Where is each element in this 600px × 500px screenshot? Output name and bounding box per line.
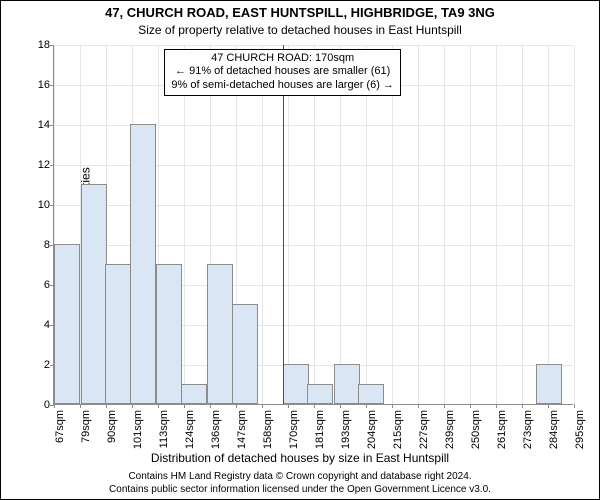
annotation-line: 47 CHURCH ROAD: 170sqm: [171, 52, 394, 66]
histogram-bar: [156, 264, 182, 404]
xtick-label: 284sqm: [548, 410, 560, 449]
xtick-label: 124sqm: [184, 410, 196, 449]
xtick-label: 136sqm: [210, 410, 222, 449]
xtick-mark: [548, 404, 549, 408]
xtick-label: 261sqm: [496, 410, 508, 449]
xtick-mark: [314, 404, 315, 408]
xtick-label: 193sqm: [340, 410, 352, 449]
xtick-mark: [340, 404, 341, 408]
chart-container: 47, CHURCH ROAD, EAST HUNTSPILL, HIGHBRI…: [0, 0, 600, 500]
xtick-label: 273sqm: [522, 410, 534, 449]
xtick-label: 147sqm: [236, 410, 248, 449]
gridline-v: [340, 45, 341, 404]
ytick-label: 4: [44, 319, 50, 331]
xtick-label: 181sqm: [314, 410, 326, 449]
xtick-mark: [54, 404, 55, 408]
ytick-label: 14: [38, 119, 50, 131]
xtick-label: 295sqm: [574, 410, 586, 449]
xtick-mark: [106, 404, 107, 408]
gridline-v: [184, 45, 185, 404]
footer-line-2: Contains public sector information licen…: [1, 484, 599, 497]
annotation-box: 47 CHURCH ROAD: 170sqm← 91% of detached …: [164, 49, 401, 96]
ytick-label: 12: [38, 159, 50, 171]
histogram-bar: [207, 264, 233, 404]
footer-line-1: Contains HM Land Registry data © Crown c…: [1, 471, 599, 484]
marker-line: [283, 45, 284, 404]
ytick-label: 0: [44, 399, 50, 411]
gridline-v: [262, 45, 263, 404]
xtick-label: 158sqm: [262, 410, 274, 449]
xtick-mark: [158, 404, 159, 408]
xtick-label: 170sqm: [288, 410, 300, 449]
histogram-bar: [536, 364, 562, 404]
histogram-bar: [307, 384, 333, 404]
histogram-bar: [358, 384, 384, 404]
histogram-bar: [334, 364, 360, 404]
chart-title: 47, CHURCH ROAD, EAST HUNTSPILL, HIGHBRI…: [1, 5, 599, 20]
histogram-bar: [232, 304, 258, 404]
xtick-label: 227sqm: [418, 410, 430, 449]
plot-area: 02468101214161867sqm79sqm90sqm101sqm113s…: [53, 45, 573, 405]
xtick-label: 79sqm: [80, 410, 92, 443]
xtick-label: 239sqm: [444, 410, 456, 449]
ytick-label: 16: [38, 79, 50, 91]
gridline-v: [470, 45, 471, 404]
xtick-label: 215sqm: [392, 410, 404, 449]
gridline-v: [366, 45, 367, 404]
xtick-mark: [470, 404, 471, 408]
ytick-label: 18: [38, 39, 50, 51]
gridline-v: [392, 45, 393, 404]
annotation-line: 9% of semi-detached houses are larger (6…: [171, 79, 394, 93]
gridline-v: [314, 45, 315, 404]
xtick-mark: [366, 404, 367, 408]
gridline-v: [548, 45, 549, 404]
xtick-label: 204sqm: [366, 410, 378, 449]
xtick-label: 90sqm: [106, 410, 118, 443]
gridline-v: [574, 45, 575, 404]
xtick-mark: [210, 404, 211, 408]
xtick-label: 67sqm: [54, 410, 66, 443]
xtick-mark: [262, 404, 263, 408]
chart-subtitle: Size of property relative to detached ho…: [1, 23, 599, 37]
gridline-v: [496, 45, 497, 404]
xtick-mark: [184, 404, 185, 408]
xtick-mark: [392, 404, 393, 408]
xtick-label: 250sqm: [470, 410, 482, 449]
xtick-mark: [418, 404, 419, 408]
gridline-v: [444, 45, 445, 404]
histogram-bar: [130, 124, 156, 404]
histogram-bar: [181, 384, 207, 404]
annotation-line: ← 91% of detached houses are smaller (61…: [171, 65, 394, 79]
gridline-v: [288, 45, 289, 404]
ytick-label: 2: [44, 359, 50, 371]
histogram-bar: [54, 244, 80, 404]
xtick-mark: [288, 404, 289, 408]
histogram-bar: [283, 364, 309, 404]
histogram-bar: [105, 264, 131, 404]
xtick-mark: [236, 404, 237, 408]
ytick-label: 8: [44, 239, 50, 251]
ytick-label: 6: [44, 279, 50, 291]
ytick-label: 10: [38, 199, 50, 211]
xtick-mark: [522, 404, 523, 408]
xtick-mark: [80, 404, 81, 408]
xtick-mark: [132, 404, 133, 408]
xtick-mark: [574, 404, 575, 408]
xtick-mark: [444, 404, 445, 408]
histogram-bar: [81, 184, 107, 404]
x-axis-label: Distribution of detached houses by size …: [1, 451, 599, 465]
gridline-v: [418, 45, 419, 404]
xtick-label: 113sqm: [158, 410, 170, 448]
footer: Contains HM Land Registry data © Crown c…: [1, 471, 599, 496]
xtick-mark: [496, 404, 497, 408]
gridline-v: [522, 45, 523, 404]
xtick-label: 101sqm: [132, 410, 144, 449]
